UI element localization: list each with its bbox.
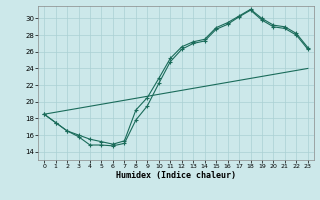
X-axis label: Humidex (Indice chaleur): Humidex (Indice chaleur): [116, 171, 236, 180]
